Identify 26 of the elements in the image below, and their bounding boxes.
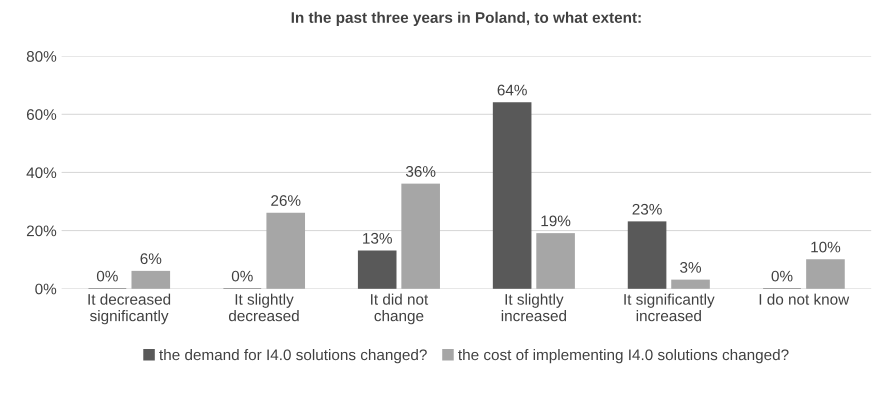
y-tick-label: 0%: [35, 284, 56, 294]
y-tick-label: 20%: [26, 225, 56, 236]
chart-title: In the past three years in Poland, to what extent:: [292, 12, 641, 26]
x-tick-label: It significantly increased: [624, 294, 715, 322]
x-tick-label: It slightly increased: [502, 294, 566, 322]
x-tick-label: It decreased significantly: [88, 294, 170, 324]
x-tick-label: I do not know: [760, 294, 850, 305]
data-label: 0%: [96, 270, 118, 282]
data-label: 3%: [680, 262, 702, 273]
y-tick-label: 40%: [26, 167, 56, 178]
y-tick-label: 80%: [26, 51, 56, 62]
y-tick-label: 60%: [26, 109, 56, 120]
x-tick-label: It slightly decreased: [228, 294, 299, 322]
legend-label: the demand for I4.0 solutions changed?: [159, 348, 427, 364]
data-label: 0%: [232, 270, 253, 282]
data-label: 23%: [632, 204, 662, 215]
legend-label: the cost of implementing I4.0 solutions changed?: [458, 348, 789, 364]
data-label: 19%: [541, 215, 570, 226]
data-label: 0%: [772, 270, 793, 282]
data-label: 26%: [271, 195, 300, 206]
data-label: 64%: [498, 84, 527, 96]
data-label: 6%: [140, 253, 162, 264]
data-label: 13%: [363, 232, 392, 244]
x-tick-label: It did not change: [371, 294, 428, 324]
data-label: 10%: [811, 242, 840, 252]
data-label: 36%: [406, 166, 436, 177]
